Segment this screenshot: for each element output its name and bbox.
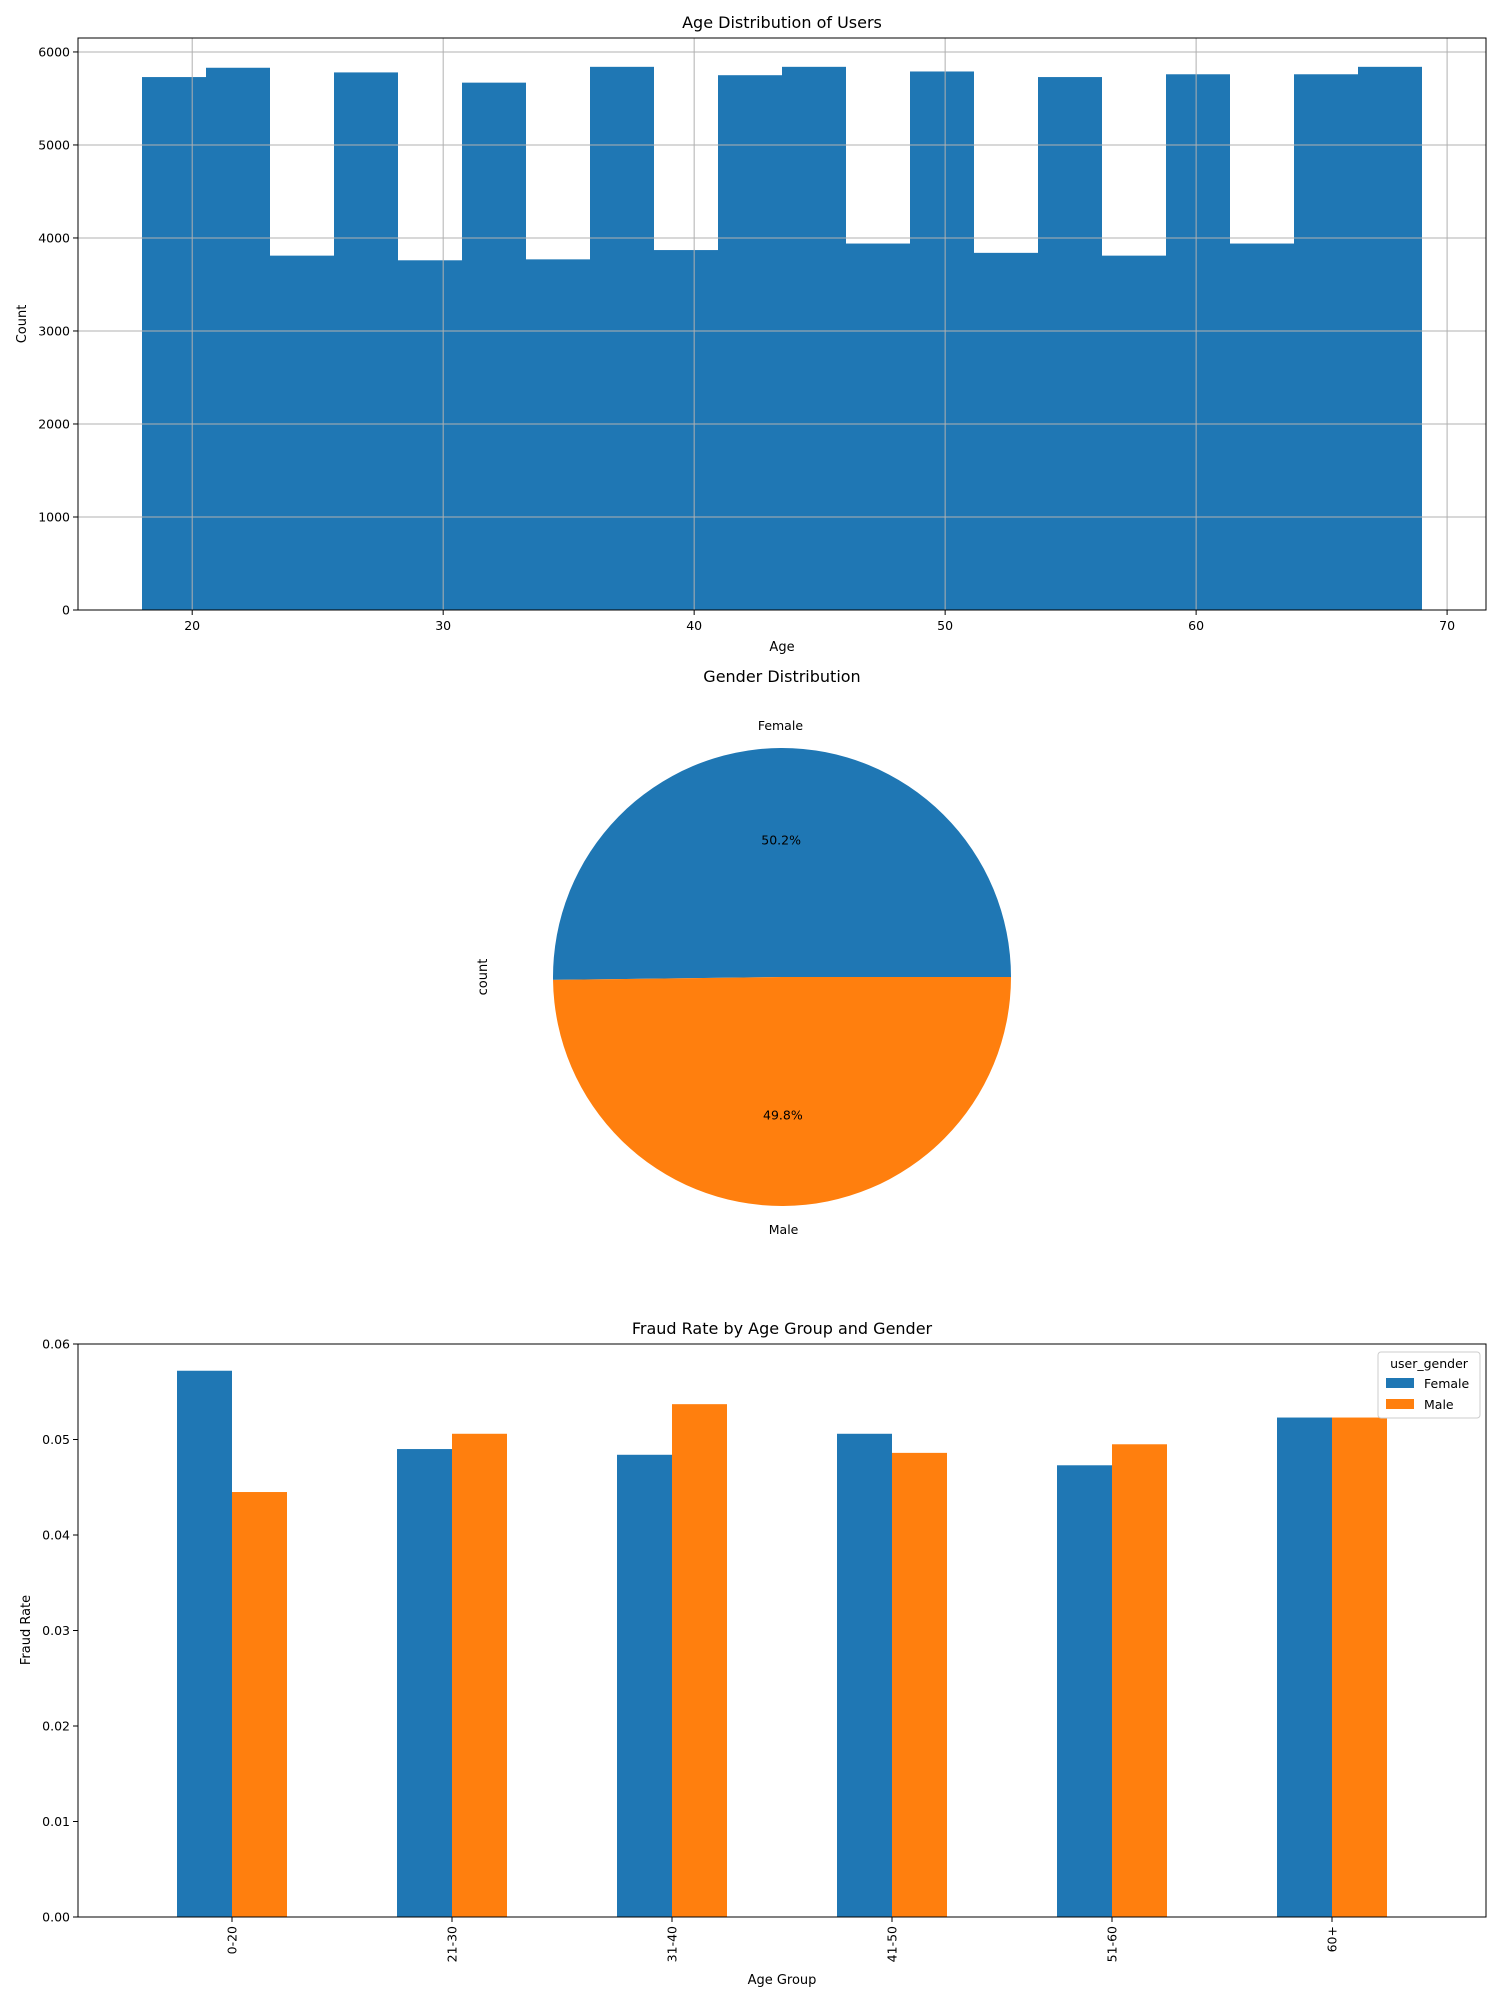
- fraud-x-tick-label-51-60: 51-60: [1105, 1926, 1120, 1962]
- legend-label-male: Male: [1424, 1397, 1454, 1412]
- legend-swatch-female: [1386, 1378, 1414, 1388]
- histogram-bar-19: [1358, 66, 1422, 610]
- fraud-x-tick-label-60+: 60+: [1325, 1926, 1340, 1952]
- histogram-y-ticks: 0 1000 2000 3000 4000 5000 6000: [38, 44, 78, 618]
- histogram-bar-2: [270, 255, 334, 610]
- pie-label-male: Male: [769, 1222, 799, 1237]
- fraud-y-tick-label-6: 0.06: [42, 1337, 70, 1352]
- fraud-bars: [177, 1370, 1387, 1917]
- pie-slice-female: [553, 748, 1011, 980]
- fraud-bar-male-21-30: [452, 1433, 507, 1917]
- pie-pct-label-female: 50.2%: [761, 833, 801, 848]
- histogram-bar-7: [590, 66, 654, 610]
- histogram-x-tick-label-3: 50: [937, 618, 953, 633]
- fraud-bar-male-41-50: [892, 1452, 947, 1917]
- fraud-y-tick-label-0: 0.00: [42, 1910, 70, 1925]
- histogram-bar-18: [1294, 74, 1358, 610]
- histogram-bar-8: [654, 250, 718, 610]
- legend-title: user_gender: [1390, 1356, 1469, 1371]
- histogram-title: Age Distribution of Users: [682, 13, 882, 32]
- fraud-x-tick-label-21-30: 21-30: [445, 1926, 460, 1962]
- fraud-rate-bar-chart: Fraud Rate by Age Group and Gender 0.000…: [19, 1319, 1487, 1988]
- fraud-y-tick-label-4: 0.04: [42, 1528, 70, 1543]
- histogram-y-tick-label-5: 5000: [38, 137, 70, 152]
- histogram-bar-5: [462, 82, 526, 610]
- histogram-y-tick-label-6: 6000: [38, 44, 70, 59]
- histogram-bar-15: [1102, 255, 1166, 610]
- age-histogram-chart: Age Distribution of Users 20 30 40 50 60 70 0…: [15, 13, 1487, 655]
- histogram-y-tick-label-3: 3000: [38, 323, 70, 338]
- fraud-y-tick-label-5: 0.05: [42, 1432, 70, 1447]
- fraud-bar-female-41-50: [837, 1433, 892, 1917]
- fraud-y-tick-label-1: 0.01: [42, 1814, 70, 1829]
- histogram-y-tick-label-1: 1000: [38, 509, 70, 524]
- fraud-y-tick-label-3: 0.03: [42, 1623, 70, 1638]
- fraud-bar-male-31-40: [672, 1404, 727, 1917]
- histogram-x-tick-label-4: 60: [1188, 618, 1204, 633]
- legend: user_gender Female Male: [1377, 1351, 1481, 1419]
- legend-label-female: Female: [1424, 1376, 1470, 1391]
- pie-title: Gender Distribution: [703, 667, 860, 686]
- histogram-x-tick-label-5: 70: [1439, 618, 1455, 633]
- histogram-x-tick-label-0: 20: [184, 618, 200, 633]
- histogram-frame: [77, 37, 1487, 611]
- histogram-bar-16: [1166, 74, 1230, 610]
- fraud-bar-male-60+: [1332, 1417, 1387, 1917]
- fraud-x-ticks: 0-20 21-30 31-40 41-50 51-60 60+: [225, 1917, 1340, 1962]
- histogram-x-ticks: 20 30 40 50 60 70: [184, 610, 1455, 633]
- histogram-x-tick-label-2: 40: [686, 618, 702, 633]
- fraud-bar-female-31-40: [617, 1454, 672, 1917]
- histogram-bar-0: [142, 77, 206, 610]
- histogram-bar-10: [782, 66, 846, 610]
- gender-pie-chart: Gender Distribution Female 50.2% Male 49.8%…: [476, 667, 1011, 1237]
- histogram-bar-14: [1038, 77, 1102, 610]
- legend-swatch-male: [1386, 1399, 1414, 1409]
- histogram-bar-17: [1230, 243, 1294, 610]
- fraud-bar-male-51-60: [1112, 1444, 1167, 1917]
- fraud-y-axis-label: Fraud Rate: [19, 1595, 34, 1665]
- fraud-x-tick-label-0-20: 0-20: [225, 1926, 240, 1954]
- histogram-bar-6: [526, 259, 590, 610]
- histogram-bar-11: [846, 243, 910, 610]
- histogram-x-tick-label-1: 30: [435, 618, 451, 633]
- pie-slices: [553, 748, 1011, 1207]
- pie-pct-label-male: 49.8%: [763, 1107, 803, 1122]
- histogram-y-axis-label: Count: [15, 305, 30, 344]
- histogram-bar-12: [910, 71, 974, 611]
- fraud-x-tick-label-41-50: 41-50: [885, 1926, 900, 1962]
- fraud-chart-title: Fraud Rate by Age Group and Gender: [632, 1319, 933, 1338]
- fraud-bar-female-21-30: [397, 1449, 452, 1917]
- fraud-bar-male-0-20: [232, 1492, 287, 1917]
- histogram-bar-3: [334, 72, 398, 610]
- pie-y-axis-label: count: [476, 959, 491, 996]
- fraud-y-ticks: 0.00 0.01 0.02 0.03 0.04 0.05 0.06: [42, 1337, 78, 1925]
- histogram-x-axis-label: Age: [769, 640, 794, 655]
- histogram-bar-1: [206, 67, 270, 611]
- fraud-chart-frame: [77, 1343, 1487, 1918]
- pie-slice-male: [553, 977, 1011, 1207]
- histogram-bars: [142, 66, 1422, 611]
- histogram-y-tick-label-4: 4000: [38, 230, 70, 245]
- histogram-bar-13: [974, 252, 1038, 610]
- pie-label-female: Female: [758, 718, 804, 733]
- fraud-x-axis-label: Age Group: [748, 1973, 817, 1988]
- pie-labels: Female 50.2% Male 49.8%: [758, 718, 804, 1237]
- histogram-bar-4: [398, 260, 462, 610]
- fraud-y-tick-label-2: 0.02: [42, 1719, 70, 1734]
- fraud-x-tick-label-31-40: 31-40: [665, 1926, 680, 1962]
- histogram-y-tick-label-2: 2000: [38, 416, 70, 431]
- fraud-bar-female-60+: [1277, 1417, 1332, 1917]
- histogram-bar-9: [718, 75, 782, 611]
- fraud-bar-female-51-60: [1057, 1465, 1112, 1917]
- histogram-y-tick-label-0: 0: [62, 603, 70, 618]
- fraud-bar-female-0-20: [177, 1370, 232, 1917]
